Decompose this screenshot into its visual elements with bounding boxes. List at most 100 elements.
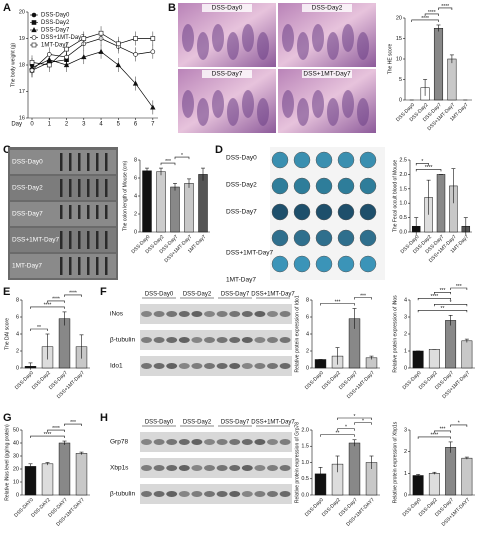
bar (198, 174, 208, 233)
blot-column: DSS-Day2 (183, 420, 212, 426)
significance-bracket (450, 424, 468, 427)
significance-bracket (438, 7, 453, 10)
bar (461, 340, 473, 369)
blot-band (141, 439, 152, 445)
blot-band (191, 311, 203, 317)
blot-row-label: Grp78 (110, 439, 128, 446)
significance-label: * (450, 300, 452, 306)
colon-strip (87, 231, 90, 249)
legend-label: DSS-Day7 (41, 28, 70, 34)
significance-bracket (417, 298, 451, 301)
y-tick-label: 4 (404, 297, 407, 303)
y-tick-label: 0 (404, 365, 407, 371)
blot-band (279, 337, 291, 343)
significance-label: * (345, 425, 347, 431)
blot-band (191, 363, 203, 369)
data-point (64, 46, 69, 52)
blot-band (279, 465, 291, 471)
tissue-crypt (242, 90, 254, 118)
blot-row-label: β-tubulin (110, 491, 135, 498)
y-tick-label: 6 (16, 314, 19, 320)
blot-band (267, 363, 278, 369)
blot-band (254, 491, 266, 497)
significance-label: **** (441, 4, 449, 10)
image-label: DSS+1MT-Day7 (12, 237, 60, 244)
y-axis-label: Relative iNos level (pg/mg protein) (4, 424, 10, 501)
colon-strip (96, 205, 99, 219)
series-line (31, 38, 153, 71)
significance-bracket (320, 303, 355, 306)
significance-bracket (434, 430, 451, 433)
blot-column: DSS-Day2 (183, 292, 212, 298)
significance-bracket (354, 297, 372, 300)
blot-band (153, 311, 165, 317)
blot-band (178, 465, 190, 471)
y-tick-label: 6 (306, 314, 309, 320)
significance-label: **** (52, 426, 60, 432)
blot-band (216, 439, 228, 445)
significance-label: *** (440, 427, 446, 433)
bar (445, 447, 457, 496)
significance-label: **** (425, 165, 433, 171)
y-tick-label: 1.0 (399, 201, 407, 207)
image-label: DSS-Day0 (212, 5, 243, 12)
data-point (150, 36, 156, 41)
y-tick-label: 2 (16, 348, 19, 354)
bar (170, 186, 180, 233)
image-label: DSS-Day0 (226, 155, 257, 162)
tissue-crypt (327, 98, 339, 126)
image-label: DSS+1MT-Day7 (226, 250, 274, 257)
bar (461, 457, 473, 496)
tissue-crypt (357, 98, 369, 126)
y-axis-label: The Fecal occult blood of Mouse (392, 160, 398, 232)
y-tick-label: 19 (19, 36, 25, 42)
data-point (116, 41, 121, 47)
blot-strip (140, 484, 292, 504)
tissue-crypt (227, 98, 239, 126)
colon-strip (69, 153, 72, 171)
series-line (31, 51, 154, 108)
blot-band (279, 491, 291, 497)
blot-band (229, 465, 241, 471)
y-tick-label: 30 (13, 453, 19, 459)
label-bg (202, 70, 252, 78)
colon-strip (78, 231, 81, 249)
fob-dot (337, 229, 355, 247)
x-tick-label: 7 (151, 122, 155, 128)
blot-row-label: Xbp1s (110, 465, 129, 472)
data-point (81, 36, 87, 41)
bar (348, 442, 361, 496)
y-tick-label: 20 (19, 9, 25, 15)
bar (428, 473, 440, 496)
fob-dot (359, 203, 377, 221)
fob-dot (337, 255, 355, 273)
significance-label: * (458, 421, 460, 427)
panel-label: G (3, 412, 12, 424)
y-tick-label: 15 (396, 36, 402, 42)
significance-label: **** (421, 16, 429, 22)
significance-bracket (30, 306, 65, 309)
significance-bracket (337, 417, 372, 420)
bar (156, 171, 166, 233)
colon-strip (69, 257, 72, 275)
legend-label: 1MT-Day7 (41, 43, 69, 49)
blot-band (267, 439, 278, 445)
fob-dot (293, 255, 311, 273)
colon-strip (60, 205, 63, 219)
colon-strip (78, 179, 81, 197)
blot-band (141, 363, 152, 369)
fob-dot (337, 203, 355, 221)
blot-band (204, 465, 215, 471)
y-tick-label: 50 (13, 427, 19, 433)
data-point (150, 49, 156, 55)
y-tick-label: 2 (306, 348, 309, 354)
colon-strip (78, 257, 81, 275)
colon-strip (105, 205, 108, 219)
blot-band (153, 439, 165, 445)
significance-label: *** (70, 420, 76, 426)
blot-row-label: iNos (110, 311, 124, 318)
significance-bracket (415, 169, 442, 172)
fob-dot (293, 203, 311, 221)
fob-dot (359, 255, 377, 273)
y-tick-label: 8 (134, 157, 137, 163)
